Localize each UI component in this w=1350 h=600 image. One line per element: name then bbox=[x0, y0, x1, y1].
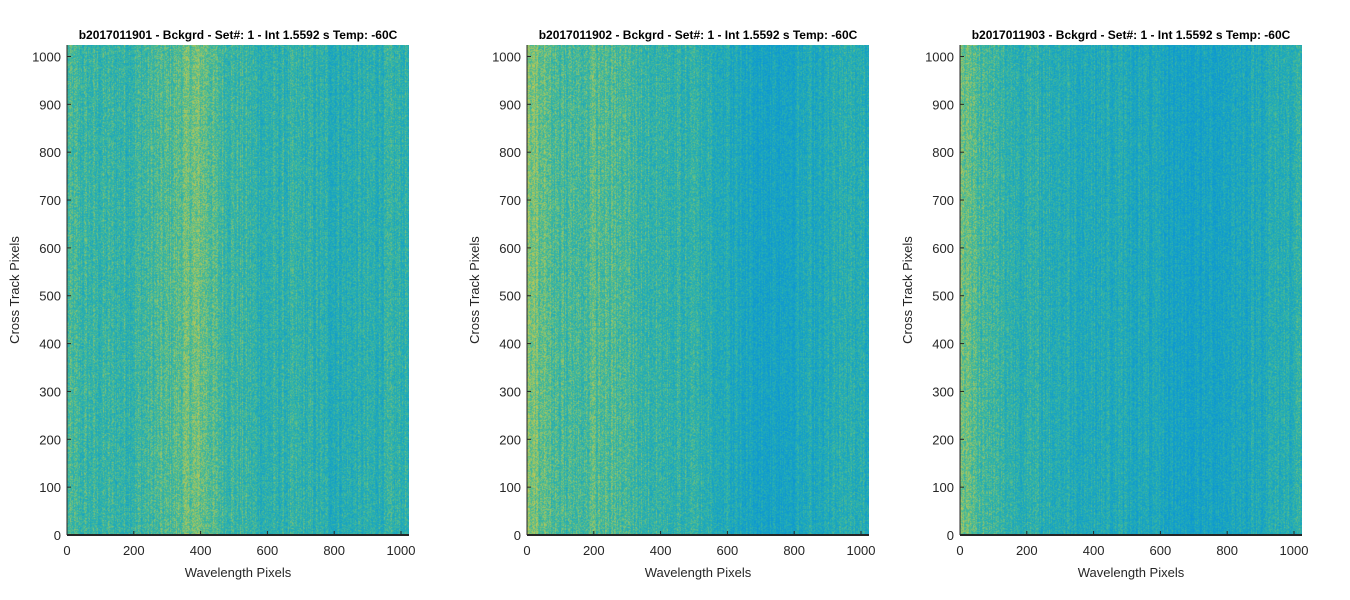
y-tick-label: 300 bbox=[932, 384, 954, 399]
x-tick-label: 1000 bbox=[1280, 543, 1309, 558]
x-axis-label: Wavelength Pixels bbox=[185, 565, 292, 580]
x-tick-label: 800 bbox=[323, 543, 345, 558]
x-tick-label: 800 bbox=[1216, 543, 1238, 558]
x-tick-label: 400 bbox=[190, 543, 212, 558]
x-tick-label: 1000 bbox=[847, 543, 876, 558]
y-tick-label: 800 bbox=[39, 145, 61, 160]
y-tick-label: 200 bbox=[499, 432, 521, 447]
x-tick-label: 800 bbox=[783, 543, 805, 558]
y-tick-label: 200 bbox=[39, 432, 61, 447]
y-tick-label: 400 bbox=[39, 337, 61, 352]
y-tick-label: 100 bbox=[39, 480, 61, 495]
x-tick-label: 600 bbox=[257, 543, 279, 558]
heatmap-image bbox=[960, 45, 1302, 535]
y-tick-label: 400 bbox=[932, 337, 954, 352]
heatmap-image bbox=[67, 45, 409, 535]
y-tick-label: 500 bbox=[39, 289, 61, 304]
y-axis-label: Cross Track Pixels bbox=[7, 236, 22, 344]
x-tick-label: 0 bbox=[63, 543, 70, 558]
x-tick-label: 200 bbox=[583, 543, 605, 558]
y-tick-label: 0 bbox=[947, 528, 954, 543]
x-tick-label: 400 bbox=[650, 543, 672, 558]
x-tick-label: 200 bbox=[1016, 543, 1038, 558]
x-axis-label: Wavelength Pixels bbox=[645, 565, 752, 580]
y-tick-label: 100 bbox=[932, 480, 954, 495]
chart-title: b2017011903 - Bckgrd - Set#: 1 - Int 1.5… bbox=[972, 28, 1291, 42]
y-tick-label: 1000 bbox=[32, 49, 61, 64]
x-tick-label: 0 bbox=[956, 543, 963, 558]
y-tick-label: 700 bbox=[932, 193, 954, 208]
chart-title: b2017011901 - Bckgrd - Set#: 1 - Int 1.5… bbox=[79, 28, 398, 42]
y-tick-label: 0 bbox=[514, 528, 521, 543]
y-tick-label: 800 bbox=[499, 145, 521, 160]
y-tick-label: 900 bbox=[932, 97, 954, 112]
x-tick-label: 0 bbox=[523, 543, 530, 558]
chart-panel-1: b2017011901 - Bckgrd - Set#: 1 - Int 1.5… bbox=[7, 28, 415, 580]
x-axis-label: Wavelength Pixels bbox=[1078, 565, 1185, 580]
y-tick-label: 100 bbox=[499, 480, 521, 495]
y-tick-label: 1000 bbox=[492, 49, 521, 64]
y-tick-label: 0 bbox=[54, 528, 61, 543]
y-tick-label: 600 bbox=[499, 241, 521, 256]
heatmap-image bbox=[527, 45, 869, 535]
chart-panel-2: b2017011902 - Bckgrd - Set#: 1 - Int 1.5… bbox=[467, 28, 875, 580]
y-tick-label: 600 bbox=[932, 241, 954, 256]
x-tick-label: 1000 bbox=[387, 543, 416, 558]
x-tick-label: 200 bbox=[123, 543, 145, 558]
chart-panel-3: b2017011903 - Bckgrd - Set#: 1 - Int 1.5… bbox=[900, 28, 1308, 580]
y-tick-label: 300 bbox=[39, 384, 61, 399]
y-tick-label: 800 bbox=[932, 145, 954, 160]
y-tick-label: 600 bbox=[39, 241, 61, 256]
y-tick-label: 200 bbox=[932, 432, 954, 447]
y-axis-label: Cross Track Pixels bbox=[467, 236, 482, 344]
x-tick-label: 600 bbox=[717, 543, 739, 558]
y-tick-label: 700 bbox=[39, 193, 61, 208]
y-tick-label: 300 bbox=[499, 384, 521, 399]
x-tick-label: 400 bbox=[1083, 543, 1105, 558]
y-tick-label: 700 bbox=[499, 193, 521, 208]
y-axis-label: Cross Track Pixels bbox=[900, 236, 915, 344]
y-tick-label: 900 bbox=[499, 97, 521, 112]
y-tick-label: 500 bbox=[499, 289, 521, 304]
y-tick-label: 900 bbox=[39, 97, 61, 112]
y-tick-label: 1000 bbox=[925, 49, 954, 64]
chart-title: b2017011902 - Bckgrd - Set#: 1 - Int 1.5… bbox=[539, 28, 858, 42]
y-tick-label: 400 bbox=[499, 337, 521, 352]
x-tick-label: 600 bbox=[1150, 543, 1172, 558]
y-tick-label: 500 bbox=[932, 289, 954, 304]
